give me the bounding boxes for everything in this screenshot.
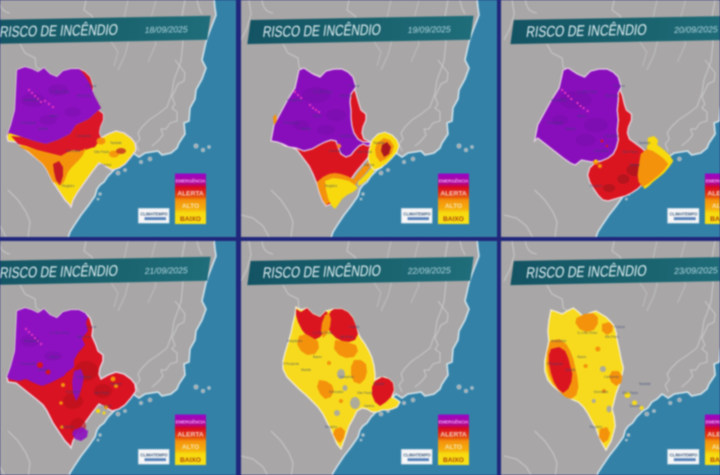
svg-text:RISCO DE INCÊNDIO: RISCO DE INCÊNDIO — [262, 263, 382, 282]
svg-text:RISCO DE INCÊNDIO: RISCO DE INCÊNDIO — [0, 22, 119, 41]
svg-text:23/09/2025: 23/09/2025 — [673, 265, 718, 276]
svg-text:21/09/2025: 21/09/2025 — [144, 265, 189, 276]
svg-text:22/09/2025: 22/09/2025 — [407, 265, 452, 276]
svg-text:RISCO DE INCÊNDIO: RISCO DE INCÊNDIO — [525, 263, 648, 282]
svg-text:RISCO DE INCÊNDIO: RISCO DE INCÊNDIO — [262, 22, 382, 41]
svg-text:18/09/2025: 18/09/2025 — [144, 24, 189, 35]
svg-text:RISCO DE INCÊNDIO: RISCO DE INCÊNDIO — [525, 22, 648, 41]
svg-text:20/09/2025: 20/09/2025 — [673, 24, 718, 35]
svg-text:19/09/2025: 19/09/2025 — [407, 24, 452, 35]
svg-text:RISCO DE INCÊNDIO: RISCO DE INCÊNDIO — [0, 263, 119, 282]
